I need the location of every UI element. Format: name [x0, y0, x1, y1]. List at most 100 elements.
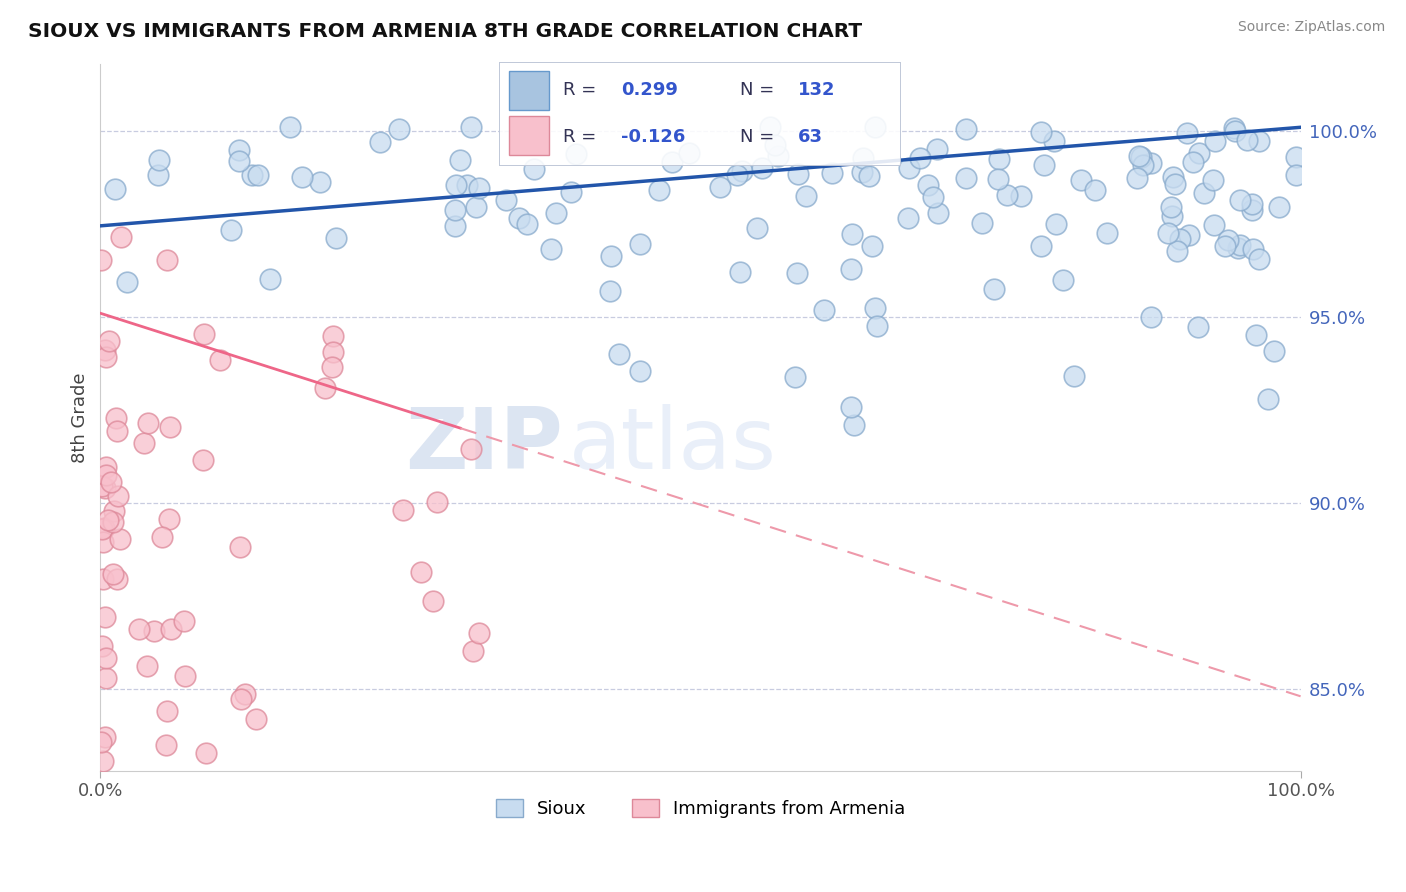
Point: [240, 168, 263, 182]
Point: [1128, 148, 1150, 162]
Text: atlas: atlas: [568, 404, 776, 487]
Point: [142, 624, 165, 639]
Point: [460, 120, 482, 135]
Point: [842, 418, 865, 433]
Point: [955, 121, 977, 136]
Point: [173, 668, 195, 682]
Point: [1225, 124, 1247, 138]
Point: [1285, 150, 1308, 164]
Point: [209, 352, 232, 367]
Point: [228, 153, 250, 168]
Point: [607, 346, 630, 360]
Point: [1157, 226, 1180, 240]
Point: [156, 704, 179, 718]
Point: [90, 735, 112, 749]
Point: [508, 211, 530, 226]
Point: [1244, 327, 1267, 342]
Point: [456, 178, 478, 192]
Point: [411, 565, 433, 579]
Point: [763, 138, 786, 153]
Point: [1063, 369, 1085, 384]
Point: [1052, 272, 1074, 286]
Point: [443, 219, 465, 234]
Point: [1163, 169, 1185, 184]
Point: [709, 180, 731, 194]
Point: [247, 168, 270, 182]
Point: [321, 359, 343, 374]
Point: [173, 614, 195, 628]
Point: [1227, 241, 1250, 255]
Point: [91, 478, 114, 492]
Point: [1192, 186, 1215, 200]
Point: [841, 227, 863, 241]
Point: [908, 151, 931, 165]
Point: [229, 541, 252, 555]
Point: [422, 594, 444, 608]
Point: [1045, 217, 1067, 231]
Point: [661, 155, 683, 169]
Point: [155, 253, 177, 268]
Point: [1168, 232, 1191, 246]
Point: [94, 343, 117, 358]
Point: [1095, 226, 1118, 240]
Point: [516, 217, 538, 231]
Point: [955, 171, 977, 186]
Point: [866, 319, 889, 334]
Point: [245, 712, 267, 726]
Point: [468, 181, 491, 195]
Point: [783, 370, 806, 384]
Point: [927, 142, 949, 156]
Point: [1204, 134, 1226, 148]
Point: [461, 644, 484, 658]
Point: [1033, 157, 1056, 171]
Point: [983, 282, 1005, 296]
Point: [110, 230, 132, 244]
Point: [1177, 227, 1199, 242]
Point: [839, 401, 862, 415]
Point: [1139, 310, 1161, 324]
Point: [1188, 146, 1211, 161]
Text: N =: N =: [740, 81, 773, 99]
Point: [1204, 218, 1226, 232]
Point: [96, 467, 118, 482]
Point: [322, 345, 344, 359]
Point: [150, 530, 173, 544]
Point: [1175, 126, 1198, 140]
Point: [159, 622, 181, 636]
Point: [759, 120, 782, 134]
Point: [1070, 173, 1092, 187]
Point: [599, 284, 621, 298]
Text: Source: ZipAtlas.com: Source: ZipAtlas.com: [1237, 20, 1385, 34]
Legend: Sioux, Immigrants from Armenia: Sioux, Immigrants from Armenia: [488, 791, 912, 825]
Point: [747, 220, 769, 235]
Point: [768, 149, 790, 163]
Point: [730, 164, 752, 178]
Point: [540, 242, 562, 256]
Point: [1083, 183, 1105, 197]
Point: [917, 178, 939, 193]
Point: [93, 521, 115, 535]
Point: [94, 671, 117, 685]
Point: [219, 223, 242, 237]
Point: [821, 166, 844, 180]
Point: [1010, 188, 1032, 202]
Point: [648, 183, 671, 197]
Point: [794, 188, 817, 202]
Point: [1029, 239, 1052, 253]
Point: [839, 261, 862, 276]
Point: [995, 187, 1018, 202]
Text: ZIP: ZIP: [405, 404, 562, 487]
Point: [91, 534, 114, 549]
Point: [97, 513, 120, 527]
Point: [107, 489, 129, 503]
Point: [103, 504, 125, 518]
Text: SIOUX VS IMMIGRANTS FROM ARMENIA 8TH GRADE CORRELATION CHART: SIOUX VS IMMIGRANTS FROM ARMENIA 8TH GRA…: [28, 22, 862, 41]
Point: [90, 252, 112, 267]
Point: [972, 216, 994, 230]
Point: [987, 153, 1010, 167]
Point: [115, 275, 138, 289]
Point: [1042, 135, 1064, 149]
Point: [786, 266, 808, 280]
Point: [97, 334, 120, 348]
Point: [104, 410, 127, 425]
